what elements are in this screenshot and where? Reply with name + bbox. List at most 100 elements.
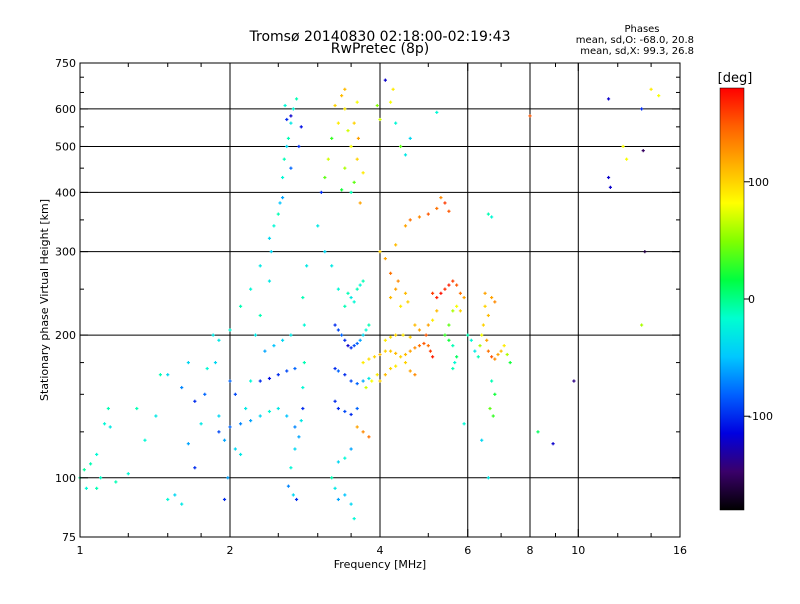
data-point [249, 379, 253, 383]
data-point [430, 355, 435, 359]
data-point [299, 419, 303, 423]
data-point [486, 313, 490, 318]
data-point [352, 180, 356, 184]
data-point [343, 493, 347, 497]
data-point [480, 333, 484, 337]
data-point [480, 438, 484, 442]
stats-heading: Phases [624, 24, 659, 35]
data-point [272, 344, 276, 348]
y-tick-label: 75 [62, 531, 76, 544]
data-point [403, 291, 408, 295]
data-point [451, 309, 455, 313]
data-point [84, 486, 88, 490]
data-point [205, 366, 209, 371]
data-point [361, 430, 365, 434]
data-point [355, 425, 359, 429]
data-point [391, 87, 395, 91]
data-point [486, 349, 490, 353]
data-point [180, 502, 184, 506]
data-point [426, 212, 430, 216]
y-tick-label: 600 [55, 103, 76, 116]
data-point [422, 341, 426, 346]
data-point [481, 323, 485, 327]
data-point [263, 349, 267, 353]
x-tick-label: 6 [464, 544, 471, 557]
data-point [486, 476, 490, 480]
data-point [355, 100, 359, 104]
data-point [340, 333, 344, 337]
data-point [349, 190, 353, 195]
data-point [536, 430, 540, 434]
data-point [249, 419, 253, 423]
data-point [186, 360, 190, 365]
data-point [267, 279, 272, 283]
data-point [228, 379, 232, 383]
colorbar-ticks: 100 0 -100 [744, 176, 773, 423]
colorbar-label: [deg] [718, 71, 753, 86]
x-tick-label: 4 [377, 544, 384, 557]
data-point [293, 425, 297, 429]
data-point [333, 486, 337, 490]
data-point [388, 349, 393, 353]
data-point [403, 224, 408, 228]
x-tick-label: 8 [527, 544, 534, 557]
colorbar [719, 87, 745, 511]
data-point [469, 338, 473, 342]
data-point [286, 136, 291, 140]
x-tick-label: 10 [571, 544, 585, 557]
data-point [336, 328, 340, 332]
data-point [483, 304, 487, 308]
data-point [293, 366, 297, 371]
data-point [439, 196, 443, 200]
chart-subtitle: RwPretec (8p) [331, 41, 429, 57]
data-point [458, 291, 463, 295]
data-point [106, 406, 110, 411]
data-point [336, 460, 340, 464]
data-point [217, 414, 221, 418]
data-point [361, 279, 365, 283]
data-point [238, 304, 243, 308]
data-point [399, 144, 403, 149]
data-point [447, 283, 451, 287]
data-point [435, 206, 439, 211]
data-point [186, 442, 190, 446]
data-point [280, 175, 285, 180]
data-point [346, 344, 350, 348]
data-point [336, 287, 340, 291]
data-point [349, 502, 353, 506]
y-tick-label: 300 [55, 246, 76, 259]
data-point [289, 333, 293, 337]
data-point [375, 373, 379, 377]
data-point [278, 201, 282, 205]
data-point [283, 103, 287, 108]
data-point [99, 476, 103, 480]
data-point [430, 291, 435, 295]
data-point [394, 364, 398, 368]
data-point [333, 366, 337, 371]
data-point [383, 373, 387, 377]
data-point [336, 497, 340, 502]
data-point [349, 412, 353, 417]
stats-line-x: mean, sd,X: 99.3, 26.8 [580, 46, 694, 57]
data-point [340, 94, 344, 98]
data-point [378, 352, 382, 357]
data-point [417, 328, 422, 332]
data-point [349, 295, 353, 300]
data-point [343, 87, 347, 91]
axis-ticks: 1 2 4 6 8 10 16 75 100 200 300 400 500 600 750 [55, 57, 687, 557]
data-point [394, 243, 398, 247]
data-point [455, 283, 459, 287]
data-point [641, 149, 645, 153]
data-point [333, 103, 337, 108]
data-point [289, 114, 293, 118]
data-point [451, 279, 455, 283]
data-point [291, 107, 295, 111]
data-point [95, 486, 99, 490]
data-point [358, 201, 362, 205]
data-point [297, 144, 301, 149]
data-point [608, 185, 613, 189]
data-point [406, 300, 410, 304]
data-point [394, 351, 398, 355]
data-point [485, 338, 489, 342]
